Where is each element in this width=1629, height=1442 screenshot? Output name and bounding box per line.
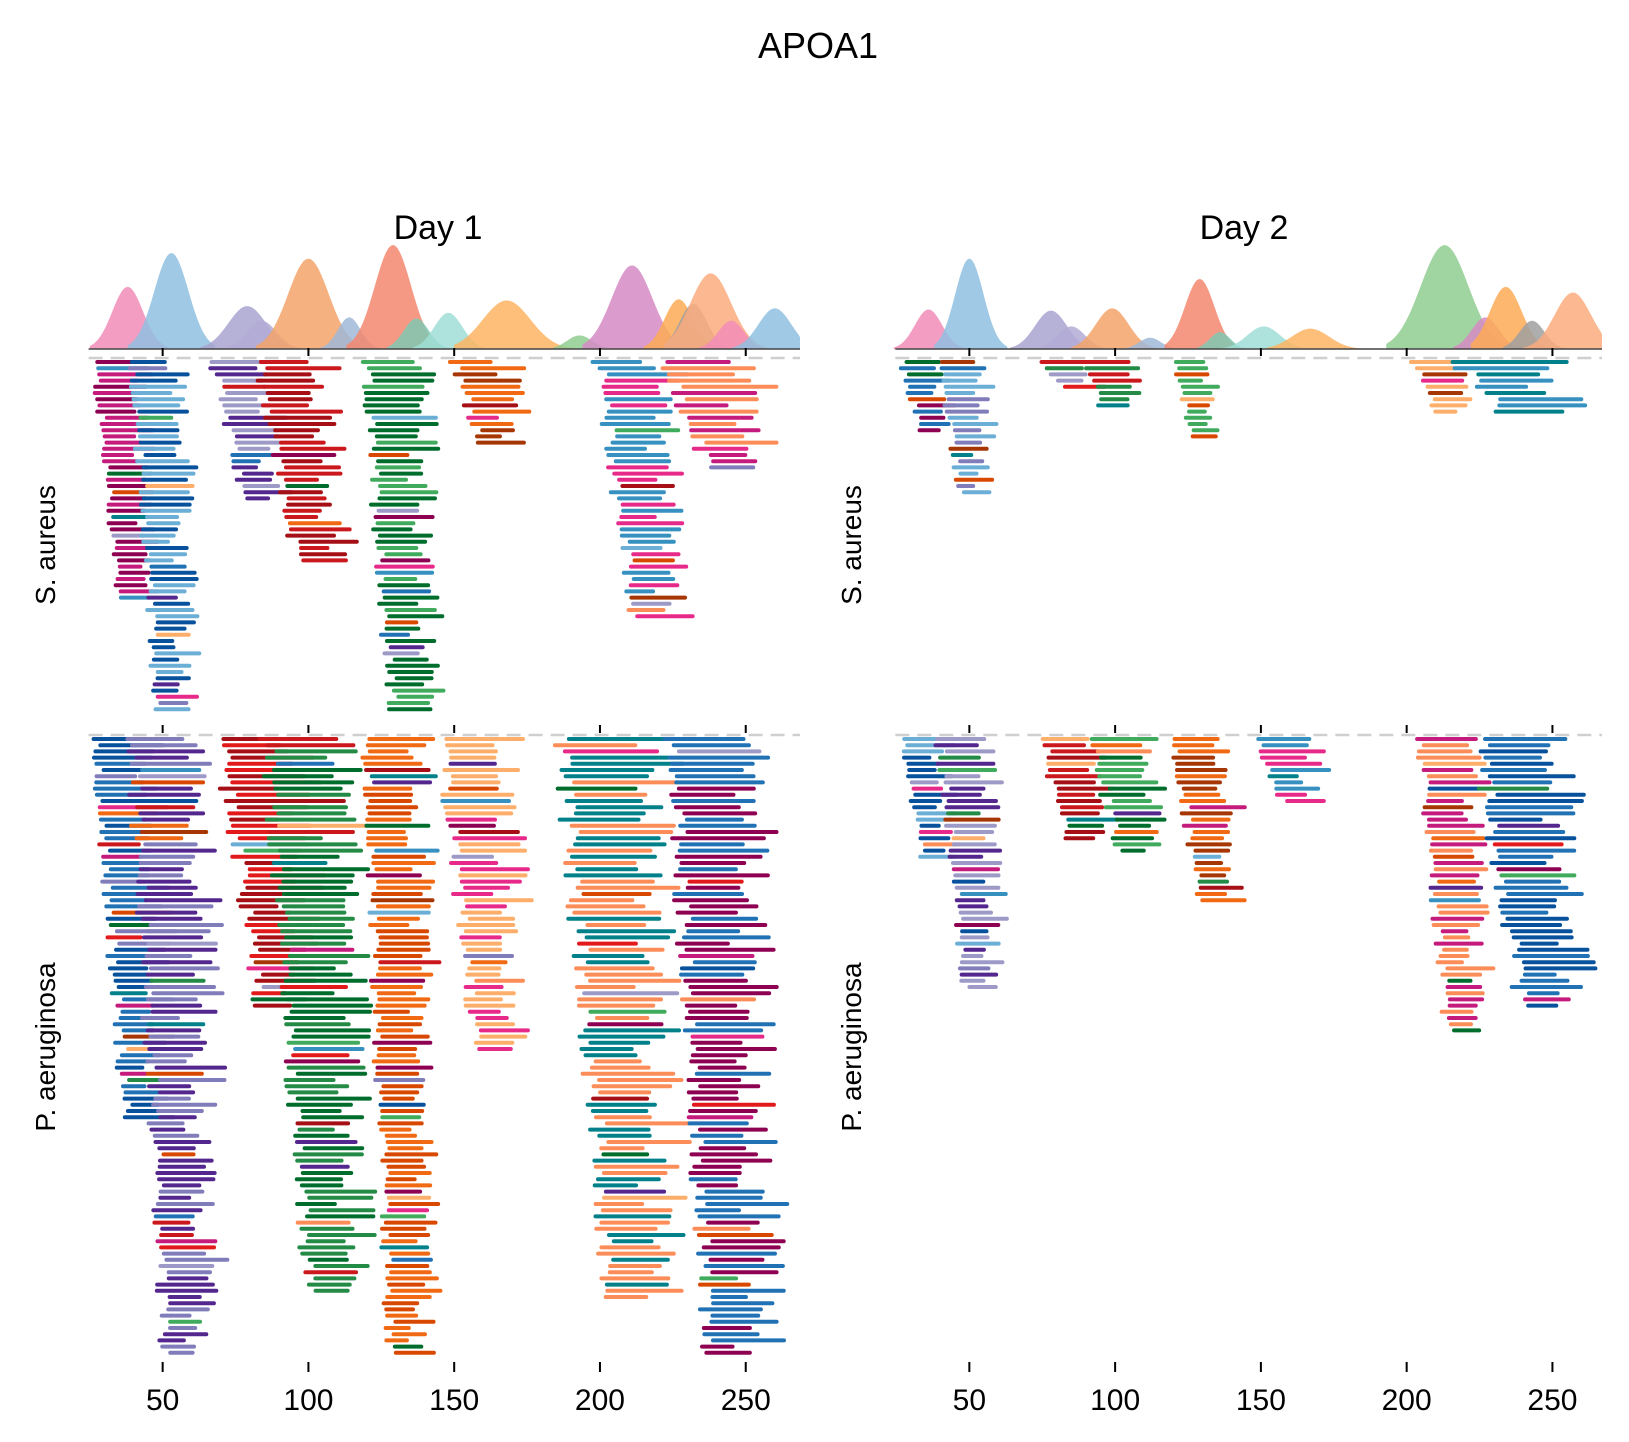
column-header-day-1: Day 1 bbox=[394, 209, 483, 247]
x-tick-label: 200 bbox=[575, 1384, 625, 1417]
x-tick-label: 250 bbox=[1527, 1384, 1577, 1417]
coverage-profiles bbox=[89, 245, 1602, 349]
x-tick-label: 100 bbox=[283, 1384, 333, 1417]
row-label-p-aeruginosa-right: P. aeruginosa bbox=[836, 962, 867, 1132]
x-tick-label: 50 bbox=[953, 1384, 986, 1417]
column-header-day-2: Day 2 bbox=[1200, 209, 1289, 247]
peptide-bars bbox=[91, 360, 1598, 1355]
row-label-s-aureus-left: S. aureus bbox=[30, 485, 61, 605]
x-tick-label: 150 bbox=[429, 1384, 479, 1417]
x-axis-ticks: 50 100 150 200 250 50 100 150 200 250 bbox=[146, 348, 1577, 1417]
coverage-baselines bbox=[88, 348, 1602, 737]
x-tick-label: 50 bbox=[146, 1384, 179, 1417]
coverage-peak bbox=[1164, 279, 1241, 349]
coverage-peak bbox=[1071, 308, 1156, 349]
coverage-peak bbox=[553, 335, 618, 349]
coverage-peak bbox=[1266, 328, 1363, 349]
chart-title: APOA1 bbox=[758, 25, 878, 66]
x-tick-label: 200 bbox=[1382, 1384, 1432, 1417]
coverage-peak bbox=[731, 308, 800, 349]
coverage-peak bbox=[1042, 326, 1113, 349]
row-label-s-aureus-right: S. aureus bbox=[836, 485, 867, 605]
coverage-peak bbox=[454, 300, 577, 349]
coverage-peak bbox=[1523, 292, 1602, 349]
coverage-peak bbox=[127, 252, 216, 349]
x-tick-label: 250 bbox=[721, 1384, 771, 1417]
coverage-peak bbox=[255, 258, 361, 349]
x-tick-label: 100 bbox=[1090, 1384, 1140, 1417]
coverage-peak bbox=[934, 258, 1008, 349]
x-tick-label: 150 bbox=[1236, 1384, 1286, 1417]
row-label-p-aeruginosa-left: P. aeruginosa bbox=[30, 962, 61, 1132]
